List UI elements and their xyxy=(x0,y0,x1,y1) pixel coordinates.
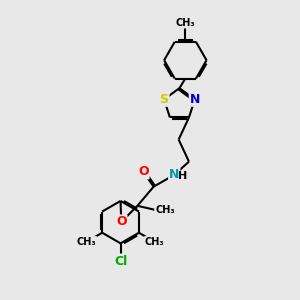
Text: N: N xyxy=(169,168,179,182)
Text: H: H xyxy=(178,171,187,182)
Text: O: O xyxy=(138,165,148,178)
Text: CH₃: CH₃ xyxy=(145,237,164,247)
Text: CH₃: CH₃ xyxy=(176,18,195,28)
Text: S: S xyxy=(160,93,169,106)
Text: Cl: Cl xyxy=(114,254,127,268)
Text: N: N xyxy=(190,93,200,106)
Text: CH₃: CH₃ xyxy=(76,237,96,247)
Text: CH₃: CH₃ xyxy=(155,205,175,215)
Text: O: O xyxy=(116,215,127,229)
